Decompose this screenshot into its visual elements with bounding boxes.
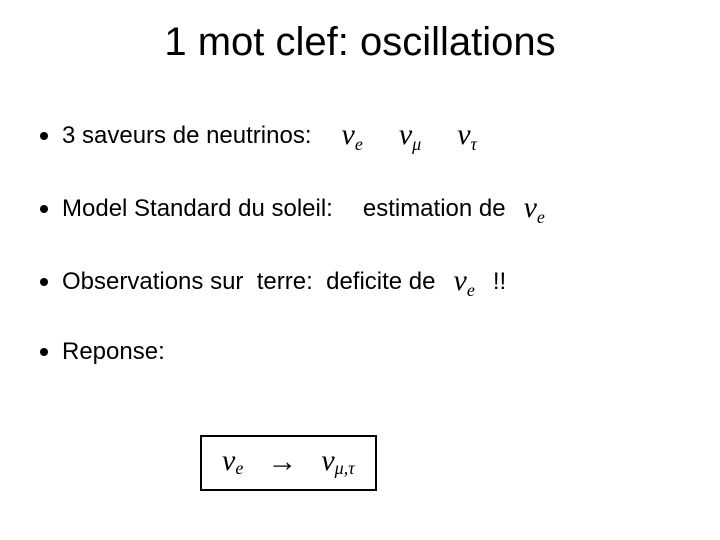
sub-mu: μ — [412, 134, 421, 154]
bullet-dot-icon — [40, 132, 48, 140]
bullet-2-text: Model Standard du soleil: — [62, 195, 333, 223]
bullet-4-text: Reponse: — [62, 338, 165, 366]
symbol-nu-e: νe — [341, 120, 362, 153]
nu-icon: ν — [524, 191, 537, 224]
sub-e: e — [355, 134, 363, 154]
nu-icon: ν — [321, 444, 334, 477]
bullet-row-3: Observations sur terre: deficite de νe !… — [40, 266, 700, 299]
nu-icon: ν — [222, 444, 235, 477]
symbol-nu-e: νe — [222, 446, 243, 477]
symbol-nu-e: νe — [524, 193, 545, 226]
bullet-row-1: 3 saveurs de neutrinos: νe νμ ντ — [40, 120, 700, 153]
symbol-nu-e: νe — [454, 266, 475, 299]
sub-mutau: μ,τ — [335, 459, 355, 479]
symbol-nu-tau: ντ — [457, 120, 477, 153]
arrow-icon: → — [267, 445, 297, 479]
formula-box: νe → νμ,τ — [200, 435, 377, 491]
sub-e: e — [467, 279, 475, 299]
bullet-dot-icon — [40, 278, 48, 286]
nu-icon: ν — [341, 118, 354, 151]
nu-icon: ν — [454, 264, 467, 297]
symbol-nu-mu: νμ — [399, 120, 421, 153]
sub-e: e — [235, 459, 243, 479]
nu-icon: ν — [399, 118, 412, 151]
bullet-dot-icon — [40, 348, 48, 356]
symbol-nu-mutau: νμ,τ — [321, 446, 354, 477]
bullet-3-text: Observations sur terre: deficite de — [62, 268, 436, 296]
bullet-2-after: estimation de — [363, 195, 506, 223]
page-title: 1 mot clef: oscillations — [0, 20, 720, 65]
bullet-dot-icon — [40, 205, 48, 213]
nu-icon: ν — [457, 118, 470, 151]
bullet-list: 3 saveurs de neutrinos: νe νμ ντ Model S… — [40, 120, 700, 366]
bullet-row-4: Reponse: — [40, 338, 700, 366]
slide: 1 mot clef: oscillations 3 saveurs de ne… — [0, 0, 720, 540]
bullet-row-2: Model Standard du soleil: estimation de … — [40, 193, 700, 226]
bullet-1-text: 3 saveurs de neutrinos: — [62, 122, 311, 150]
bullet-3-bang: !! — [493, 268, 506, 296]
sub-e: e — [537, 207, 545, 227]
sub-tau: τ — [471, 134, 477, 154]
